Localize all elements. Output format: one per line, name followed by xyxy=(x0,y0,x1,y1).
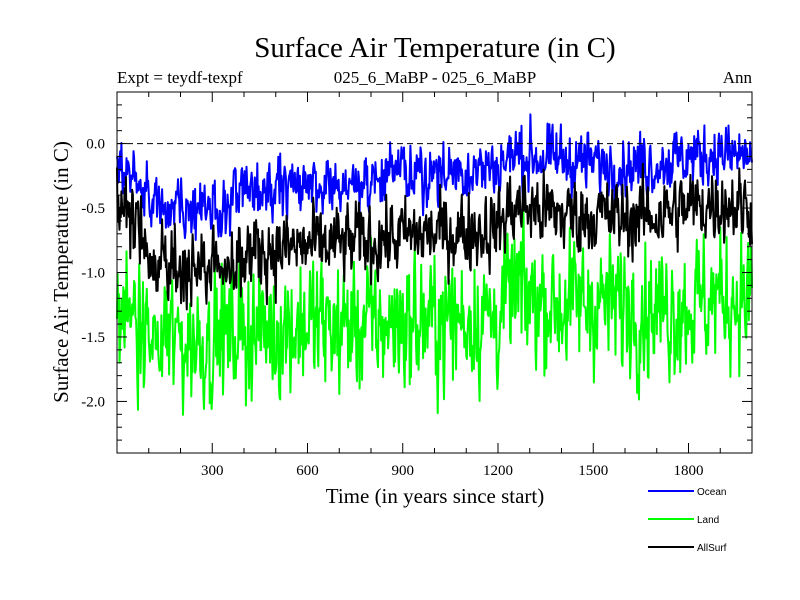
x-tick-label: 1200 xyxy=(483,463,513,479)
series-line-land xyxy=(116,196,753,416)
series-layer xyxy=(116,113,753,416)
chart-subtitle: 025_6_MaBP - 025_6_MaBP xyxy=(334,68,536,87)
x-axis-label: Time (in years since start) xyxy=(326,484,545,508)
x-tick-label: 1500 xyxy=(578,463,608,479)
y-tick-label: -2.0 xyxy=(81,394,105,410)
y-axis-label: Surface Air Temperature (in C) xyxy=(49,141,73,403)
x-tick-label: 300 xyxy=(201,463,224,479)
season-label: Ann xyxy=(723,68,753,87)
y-tick-label: 0.0 xyxy=(86,137,105,153)
x-tick-label: 1800 xyxy=(674,463,704,479)
expt-label: Expt = teydf-texpf xyxy=(117,68,243,87)
series-line-allsurf xyxy=(116,162,753,311)
legend-label-land: Land xyxy=(697,515,719,526)
x-tick-label: 900 xyxy=(392,463,415,479)
y-tick-label: -0.5 xyxy=(81,201,105,217)
axes-layer: 300 600 900 1200 1500 1800 0.0 -0.5 -1.0 -1.5 -2.0 xyxy=(81,91,753,479)
legend-label-allsurf: AllSurf xyxy=(697,543,727,554)
legend-label-ocean: Ocean xyxy=(697,487,726,498)
series-line-ocean xyxy=(116,113,753,241)
y-tick-label: -1.5 xyxy=(81,330,105,346)
chart-title: Surface Air Temperature (in C) xyxy=(254,32,615,64)
x-tick-label: 600 xyxy=(296,463,319,479)
legend: Ocean Land AllSurf xyxy=(648,487,727,554)
y-tick-label: -1.0 xyxy=(81,266,105,282)
